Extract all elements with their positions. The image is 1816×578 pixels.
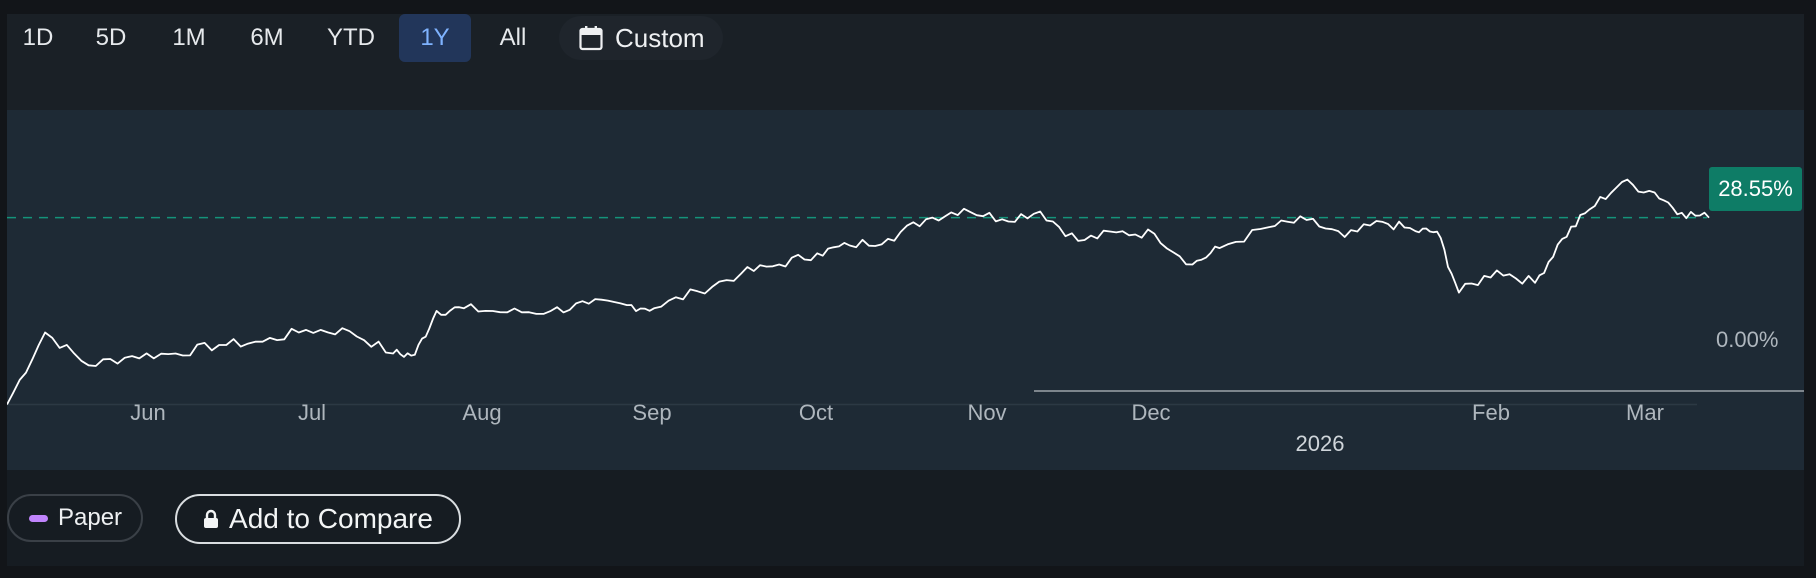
y-tick-label: 0.00%: [1716, 327, 1779, 352]
data-point: [586, 301, 592, 307]
data-point: [347, 328, 353, 334]
data-point: [1456, 290, 1462, 296]
data-point: [173, 350, 179, 356]
year-label: 2026: [1295, 431, 1345, 456]
data-point: [548, 308, 554, 314]
data-point: [42, 330, 48, 336]
x-tick-label: Nov: [967, 400, 1007, 425]
data-point: [1652, 189, 1658, 195]
range-1y-button[interactable]: 1Y: [399, 14, 471, 62]
data-point: [738, 271, 744, 277]
data-point: [1586, 206, 1592, 212]
data-point: [1304, 217, 1310, 223]
data-point: [1559, 236, 1565, 242]
x-tick-label: Mar: [1626, 400, 1664, 425]
x-tick-label: Oct: [798, 400, 834, 425]
data-point: [390, 350, 396, 356]
data-point: [695, 288, 701, 294]
data-point: [1679, 210, 1685, 216]
current-value-badge: 28.55%: [1709, 167, 1802, 211]
data-point: [961, 206, 967, 212]
range-6m-button[interactable]: 6M: [250, 24, 284, 51]
x-tick-label: Jul: [297, 400, 327, 425]
year-divider: [1034, 390, 1804, 392]
data-point: [776, 261, 782, 267]
x-tick-label: Aug: [462, 400, 502, 425]
data-point: [847, 242, 853, 248]
data-point: [1494, 267, 1500, 273]
data-point: [651, 305, 657, 311]
data-point: [260, 339, 266, 345]
paper-series-label: Paper: [58, 504, 123, 531]
data-point: [814, 250, 820, 256]
range-all-button[interactable]: All: [499, 24, 527, 51]
data-point: [1266, 224, 1272, 230]
range-1m-button[interactable]: 1M: [172, 24, 206, 51]
data-point: [461, 305, 467, 311]
data-point: [1037, 208, 1043, 214]
add-to-compare-button[interactable]: Add to Compare: [175, 494, 461, 544]
lock-icon: [203, 509, 219, 529]
add-to-compare-label: Add to Compare: [229, 503, 433, 534]
range-1d-button[interactable]: 1D: [22, 24, 54, 51]
data-point: [885, 236, 891, 242]
range-ytd-button[interactable]: YTD: [327, 24, 375, 51]
data-point: [216, 342, 222, 348]
paper-series-swatch: [29, 514, 48, 522]
performance-chart[interactable]: [7, 110, 1804, 470]
data-point: [1619, 179, 1625, 185]
data-point: [1532, 280, 1538, 286]
data-point: [1151, 231, 1157, 237]
calendar-icon: [579, 25, 603, 51]
x-tick-label: Dec: [1131, 400, 1171, 425]
custom-range-button[interactable]: Custom: [559, 16, 723, 60]
range-toolbar: 1D 5D 1M 6M YTD 1Y All Custom: [7, 14, 723, 62]
data-point: [1113, 229, 1119, 235]
data-point: [1434, 229, 1440, 235]
series-group: [7, 178, 1712, 408]
x-tick-label: Jun: [130, 400, 166, 425]
x-tick-label: Feb: [1472, 400, 1510, 425]
data-point: [504, 309, 510, 315]
data-point: [303, 327, 309, 333]
chart-plot-area[interactable]: [7, 110, 1804, 470]
series-line-paper: [7, 178, 1710, 405]
data-point: [999, 216, 1005, 222]
range-5d-button[interactable]: 5D: [95, 24, 127, 51]
x-tick-label: Sep: [632, 400, 672, 425]
data-point: [86, 362, 92, 368]
paper-series-pill[interactable]: Paper: [7, 494, 143, 542]
data-point: [1706, 215, 1712, 221]
data-point: [1342, 234, 1348, 240]
data-point: [1075, 238, 1081, 244]
data-point: [129, 353, 135, 359]
data-point: [1412, 228, 1418, 234]
data-point: [7, 402, 10, 408]
legend-bar: [7, 470, 1804, 566]
data-point: [923, 216, 929, 222]
data-point: [1189, 261, 1195, 267]
data-point: [434, 308, 440, 314]
data-point: [412, 352, 418, 358]
custom-range-label: Custom: [615, 22, 705, 53]
data-point: [1217, 245, 1223, 251]
data-point: [1380, 219, 1386, 225]
data-point: [624, 302, 630, 308]
